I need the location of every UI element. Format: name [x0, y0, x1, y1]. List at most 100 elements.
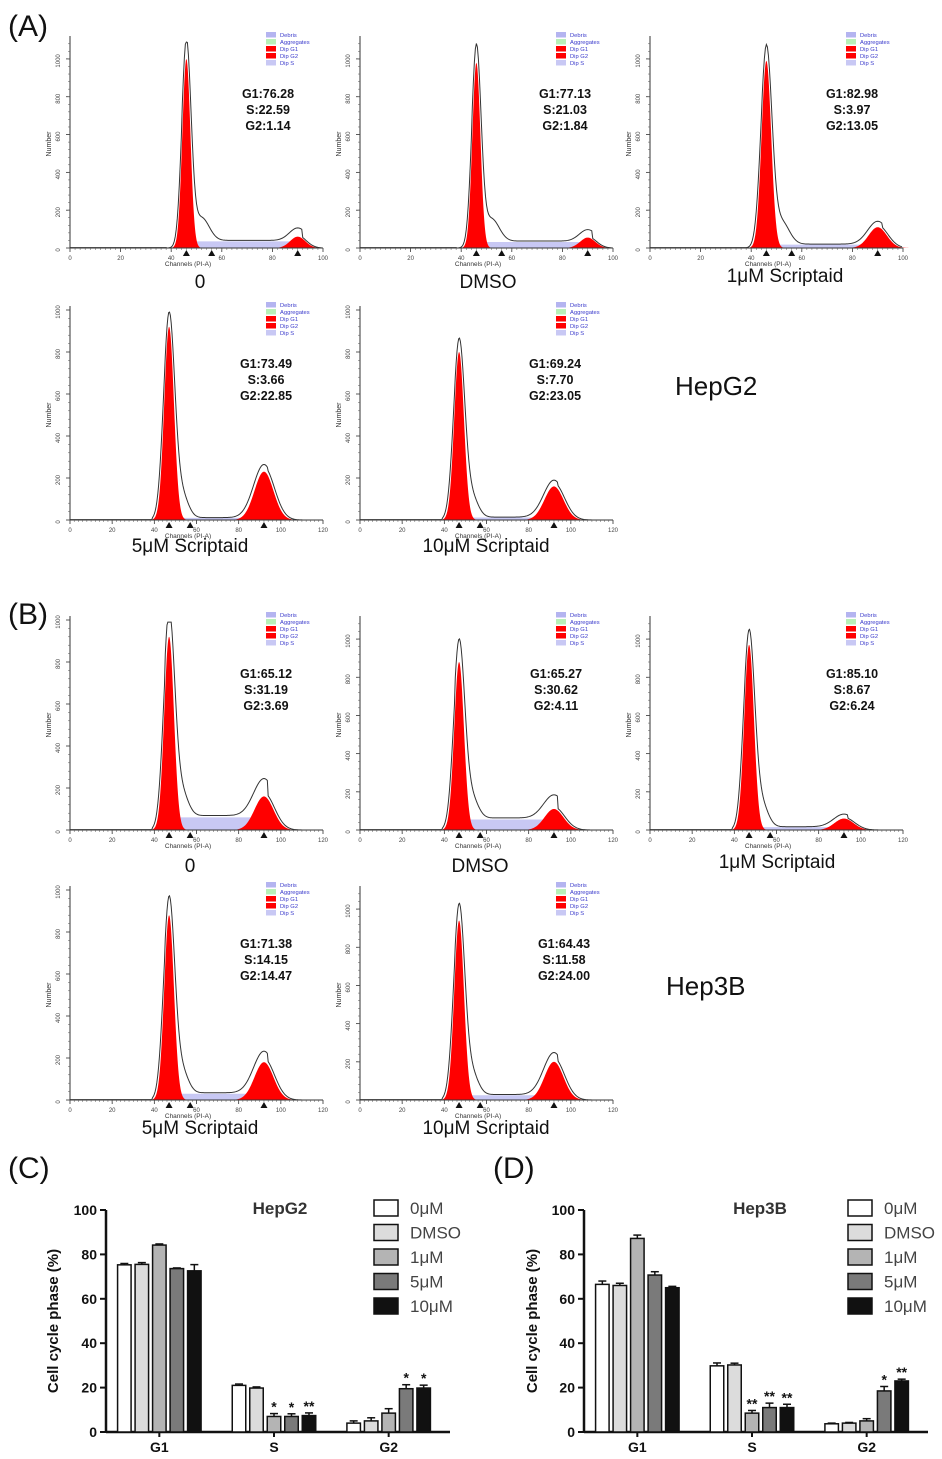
legend-swatch	[373, 1248, 399, 1266]
legend-label: Debris	[280, 883, 297, 889]
legend-swatch	[556, 896, 566, 902]
y-tick-label: 1000	[346, 305, 352, 319]
y-tick-label: 100	[74, 1202, 98, 1218]
y-tick-label: 400	[346, 750, 352, 761]
y-tick-label: 1000	[346, 54, 352, 68]
peak-marker-triangle	[840, 832, 848, 838]
raw-histogram-line	[360, 902, 613, 1101]
bar	[727, 1364, 742, 1433]
peak-marker-triangle	[550, 522, 558, 528]
x-tick-label: 0	[68, 256, 72, 262]
legend-label: DMSO	[884, 1224, 935, 1243]
x-tick-label: 100	[608, 256, 619, 262]
legend-label: Debris	[570, 613, 587, 619]
bar	[231, 1384, 247, 1433]
x-axis-label: Channels (PI-A)	[165, 843, 211, 850]
legend-label: Dip G1	[280, 317, 298, 323]
legend-label: Dip S	[570, 641, 584, 647]
legend-swatch	[373, 1297, 399, 1315]
y-tick-label: 0	[56, 248, 62, 252]
legend-swatch	[556, 619, 566, 625]
y-tick-label: 200	[636, 207, 642, 218]
legend-label: Dip G2	[280, 54, 298, 60]
y-tick-label: 100	[552, 1202, 576, 1218]
legend-label: Aggregates	[570, 620, 600, 626]
y-tick-label: 600	[56, 970, 62, 981]
x-tick-label: 60	[193, 1108, 200, 1114]
peak-marker-triangle	[165, 832, 173, 838]
g2-peak	[806, 818, 882, 830]
legend-label: Dip G2	[280, 324, 298, 330]
legend-label: Aggregates	[280, 620, 310, 626]
cell-line-label-hep3b: Hep3B	[666, 971, 746, 1001]
peak-marker-triangle	[186, 1102, 194, 1108]
y-tick-label: 400	[636, 169, 642, 180]
legend-label: Dip G2	[280, 634, 298, 640]
legend-swatch	[846, 60, 856, 66]
peak-marker-triangle	[476, 832, 484, 838]
x-tick-label: 60	[798, 256, 805, 262]
legend-label: Dip G1	[570, 627, 588, 633]
y-tick-label: 600	[56, 390, 62, 401]
raw-histogram-line	[70, 311, 323, 521]
y-tick-label: 800	[346, 348, 352, 359]
y-tick-label: 200	[346, 788, 352, 799]
peak-marker-triangle	[294, 250, 302, 256]
x-tick-label: G1	[628, 1439, 647, 1455]
legend-swatch	[266, 640, 276, 646]
y-tick-label: 800	[346, 674, 352, 685]
g2-peak	[516, 1061, 592, 1100]
x-tick-label: 100	[276, 1108, 287, 1114]
legend-swatch	[266, 316, 276, 322]
y-tick-label: 60	[81, 1291, 97, 1307]
histogram-8: 0 20 40 60 80 100 120 0 200 400 600 800 1000 Channels…	[626, 612, 909, 873]
legend-swatch	[556, 330, 566, 336]
x-tick-label: 0	[68, 1108, 72, 1114]
histogram-caption: 5μM Scriptaid	[142, 1118, 259, 1139]
y-tick-label: 600	[56, 700, 62, 711]
x-tick-label: 20	[109, 838, 116, 844]
legend-label: Dip G1	[570, 47, 588, 53]
x-tick-label: 0	[358, 528, 362, 534]
legend-label: Aggregates	[280, 310, 310, 316]
g1-peak	[747, 60, 786, 248]
x-axis-label: Channels (PI-A)	[455, 1113, 501, 1120]
g2-peak	[841, 227, 915, 248]
legend-label: Debris	[280, 33, 297, 39]
g2-percentage: G2:14.47	[240, 969, 292, 983]
y-tick-label: 0	[346, 1100, 352, 1104]
g2-percentage: G2:1.14	[245, 119, 290, 133]
legend-label: Dip G1	[860, 47, 878, 53]
x-tick-label: G1	[150, 1439, 169, 1455]
x-tick-label: 60	[193, 838, 200, 844]
g2-percentage: G2:4.11	[534, 699, 579, 713]
peak-marker-triangle	[186, 522, 194, 528]
legend-label: 0μM	[884, 1199, 917, 1218]
bar	[859, 1420, 875, 1433]
legend-swatch	[373, 1199, 399, 1217]
s-percentage: S:30.62	[534, 683, 578, 697]
legend-swatch	[266, 323, 276, 329]
x-tick-label: 80	[525, 528, 532, 534]
legend-swatch	[556, 626, 566, 632]
legend-swatch	[846, 633, 856, 639]
peak-marker-triangle	[762, 250, 770, 256]
legend-label: Dip G2	[860, 634, 878, 640]
legend-label: Aggregates	[570, 310, 600, 316]
peak-marker-triangle	[455, 522, 463, 528]
legend-label: Dip G1	[280, 47, 298, 53]
x-tick-label: 20	[117, 256, 124, 262]
s-percentage: S:8.67	[834, 683, 871, 697]
raw-histogram-line	[70, 894, 323, 1101]
s-percentage: S:14.15	[244, 953, 288, 967]
legend-label: Dip S	[280, 61, 294, 67]
x-tick-label: 100	[566, 1108, 577, 1114]
legend-label: Debris	[570, 33, 587, 39]
legend-label: Aggregates	[570, 890, 600, 896]
y-axis-label: Number	[336, 712, 343, 738]
panel-letter-d: (D)	[493, 1152, 535, 1185]
x-axis-label: Channels (PI-A)	[455, 533, 501, 540]
bar	[381, 1412, 397, 1433]
